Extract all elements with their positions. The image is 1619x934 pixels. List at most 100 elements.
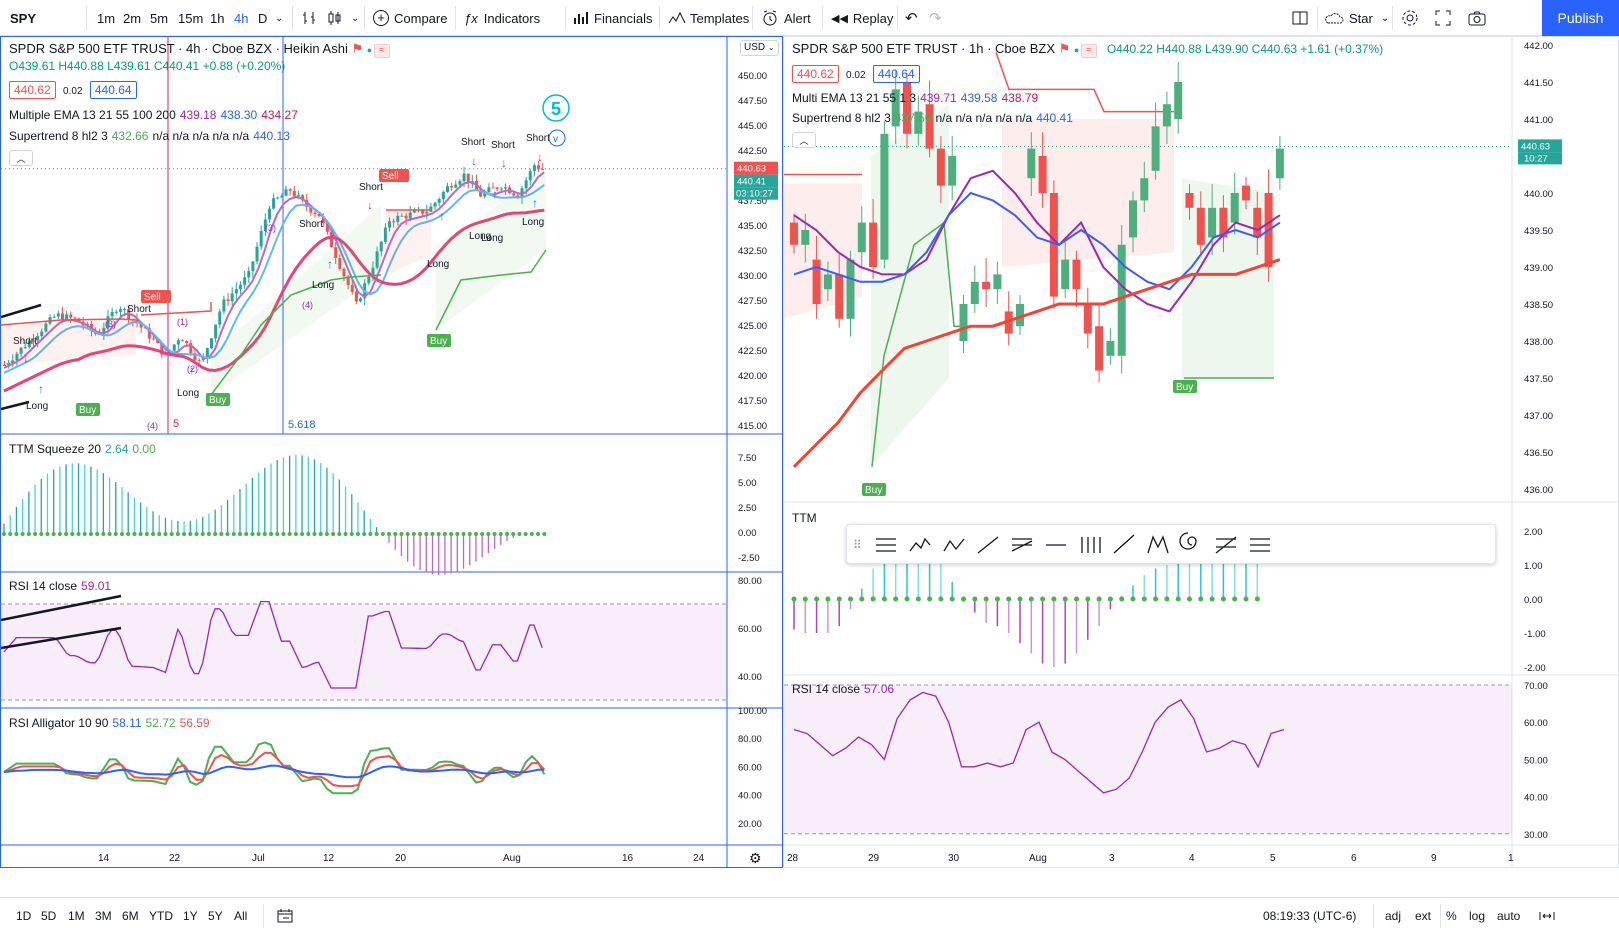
- financials-button[interactable]: Financials: [573, 0, 653, 36]
- candle-body: [1253, 207, 1262, 238]
- time-axis-label: 28: [787, 853, 799, 864]
- candle-body: [334, 247, 338, 258]
- camera-icon[interactable]: [1467, 0, 1487, 36]
- right-chart-canvas[interactable]: 442.00441.50441.00440.50440.00439.50439.…: [784, 37, 1618, 867]
- pattern-icon[interactable]: ≈: [374, 44, 390, 58]
- settings-gear-icon[interactable]: [1400, 0, 1420, 36]
- bid-price[interactable]: 440.62: [9, 81, 56, 99]
- clock-time[interactable]: 08:19:33 (UTC-6): [1263, 909, 1357, 923]
- alert-button[interactable]: Alert: [761, 0, 811, 36]
- range-1y[interactable]: 1Y: [183, 909, 198, 923]
- interval-15m[interactable]: 15m: [178, 10, 204, 26]
- gann-fan-icon[interactable]: [1081, 537, 1101, 553]
- range-5d[interactable]: 5D: [41, 909, 57, 923]
- ttm-squeeze-dot: [1074, 596, 1079, 602]
- rsi-axis-label: 70.00: [1524, 681, 1548, 692]
- ray-icon[interactable]: [1113, 534, 1135, 554]
- publish-button[interactable]: Publish: [1542, 0, 1619, 36]
- price-axis-label: 442.00: [1524, 41, 1553, 52]
- interval-5m[interactable]: 5m: [150, 10, 169, 26]
- ttm-squeeze-dot: [349, 532, 354, 536]
- candle-body: [1095, 326, 1104, 371]
- ttm-squeeze-dot: [505, 532, 510, 536]
- chart-type-icon[interactable]: [325, 0, 345, 36]
- financials-label: Financials: [594, 10, 653, 26]
- range-1d[interactable]: 1D: [16, 909, 32, 923]
- range-ytd[interactable]: YTD: [149, 909, 173, 923]
- interval-1m[interactable]: 1m: [97, 10, 116, 26]
- parallel-channel-icon[interactable]: [1250, 538, 1270, 552]
- ask-price[interactable]: 440.64: [89, 81, 137, 99]
- fullscreen-icon[interactable]: [1434, 0, 1452, 36]
- ttm-squeeze-dot: [961, 596, 966, 602]
- indicators-button[interactable]: ƒx Indicators: [464, 0, 540, 36]
- right-chart-title: SPDR S&P 500 ETF TRUST · 1h · Cboe BZX ⚑…: [792, 41, 1384, 58]
- supertrend-fill: [211, 205, 381, 395]
- supertrend-price-tag-text: 440.41: [737, 177, 766, 188]
- collapse-legend-button[interactable]: ︿: [9, 150, 33, 166]
- line-width-icon[interactable]: [876, 538, 896, 552]
- ttm-squeeze-dot: [1040, 596, 1046, 602]
- compare-button[interactable]: + Compare: [373, 0, 447, 36]
- short-arrow: ↓: [501, 156, 507, 170]
- templates-button[interactable]: Templates: [668, 0, 749, 36]
- expand-icon[interactable]: [1538, 898, 1556, 934]
- collapse-legend-button[interactable]: ︿: [792, 132, 816, 148]
- divider: [1373, 904, 1374, 928]
- countdown-tag: [734, 187, 778, 200]
- ttm-squeeze-dot: [144, 532, 149, 536]
- range-3m[interactable]: 3M: [95, 909, 112, 923]
- wave-label: (2): [187, 364, 198, 374]
- wave-marker-label: 5: [551, 99, 561, 119]
- left-chart-canvas[interactable]: 450.00447.50445.00442.50440.00437.50435.…: [1, 37, 782, 867]
- symbol-search[interactable]: SPY: [10, 10, 37, 26]
- fib-spiral-icon[interactable]: [1179, 532, 1197, 550]
- percent-toggle[interactable]: %: [1446, 909, 1457, 923]
- currency-selector[interactable]: USD ⌄: [740, 40, 779, 56]
- adj-toggle[interactable]: adj: [1385, 909, 1402, 923]
- abc-wave-icon[interactable]: [943, 538, 965, 552]
- ttm-squeeze-dot: [101, 532, 106, 536]
- interval-1h[interactable]: 1h: [210, 10, 225, 26]
- undo-icon[interactable]: ↶: [905, 10, 918, 27]
- replay-button[interactable]: ◀◀ Replay: [831, 0, 893, 36]
- ext-toggle[interactable]: ext: [1415, 909, 1432, 923]
- range-all[interactable]: All: [234, 909, 248, 923]
- candle-body: [11, 360, 15, 364]
- pitchfork-icon[interactable]: [1011, 538, 1033, 552]
- range-1m[interactable]: 1M: [68, 909, 85, 923]
- redo-icon[interactable]: ↷: [929, 10, 942, 27]
- candle-body: [284, 189, 288, 196]
- fib-channel-icon[interactable]: [1215, 536, 1237, 554]
- drawing-toolbar[interactable]: ⠿: [846, 524, 1496, 564]
- log-toggle[interactable]: log: [1469, 909, 1486, 923]
- vertical-line-label: 5: [173, 418, 179, 430]
- auto-toggle[interactable]: auto: [1497, 909, 1521, 923]
- range-5y[interactable]: 5Y: [208, 909, 223, 923]
- bar-style-icon[interactable]: [300, 0, 318, 36]
- goto-date-icon[interactable]: [276, 898, 294, 934]
- star-button[interactable]: Star ⌄: [1323, 0, 1389, 36]
- left-chart-pane[interactable]: 450.00447.50445.00442.50440.00437.50435.…: [0, 36, 783, 868]
- chart-type-dropdown-icon[interactable]: ⌄: [351, 12, 360, 24]
- trend-line-icon[interactable]: [977, 536, 999, 554]
- range-6m[interactable]: 6M: [122, 909, 139, 923]
- interval-2m[interactable]: 2m: [123, 10, 142, 26]
- pattern-icon[interactable]: ≈: [1081, 44, 1097, 58]
- bid-price[interactable]: 440.62: [792, 65, 839, 83]
- ttm-squeeze-dot: [1028, 596, 1034, 602]
- ask-price[interactable]: 440.64: [872, 65, 920, 83]
- divider: [659, 6, 660, 30]
- right-chart-pane[interactable]: 442.00441.50441.00440.50440.00439.50439.…: [783, 36, 1619, 868]
- layout-icon[interactable]: [1291, 0, 1309, 36]
- pattern-icon[interactable]: [1147, 535, 1169, 554]
- price-axis-label: 435.00: [738, 221, 767, 232]
- ttm-squeeze-dot: [95, 532, 100, 536]
- long-label: Long: [177, 388, 199, 399]
- interval-dropdown-icon[interactable]: ⌄: [275, 12, 284, 24]
- interval-4h[interactable]: 4h: [234, 10, 249, 26]
- candle-body: [1038, 156, 1047, 193]
- elliott-wave-icon[interactable]: [909, 537, 931, 552]
- ttm-squeeze-dot: [893, 596, 899, 602]
- interval-d[interactable]: D: [258, 10, 268, 26]
